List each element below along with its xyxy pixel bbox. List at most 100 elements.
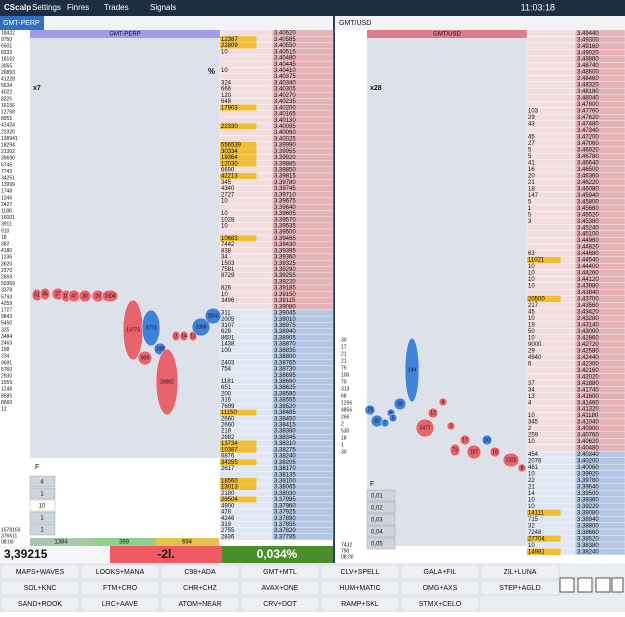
pair-label[interactable]: CHR+CHZ	[183, 585, 217, 592]
pair-label[interactable]: RAMP+SKL	[341, 601, 379, 608]
zoom[interactable]: x28	[370, 85, 382, 92]
step-button[interactable]	[29, 487, 56, 500]
step-button[interactable]	[366, 513, 396, 526]
side-volume: 8233	[1, 50, 12, 56]
step-label[interactable]: 0,05	[371, 542, 383, 548]
pair-label[interactable]: STMX+CELO	[419, 601, 462, 608]
pair-button[interactable]	[320, 564, 400, 580]
menu-item[interactable]: Trades	[104, 3, 129, 12]
pair-label[interactable]: LRC+AAVE	[102, 601, 139, 608]
total-cell	[30, 538, 93, 546]
pair-button[interactable]	[0, 564, 80, 580]
pair-label[interactable]: ATOM+NEAR	[178, 601, 221, 608]
price: 3.42440	[577, 355, 599, 361]
pair-button[interactable]	[240, 596, 320, 612]
pair-label[interactable]: GALA+FIL	[424, 569, 457, 576]
pair-label[interactable]: ZIL+LUNA	[504, 569, 537, 576]
step-button[interactable]	[366, 537, 396, 550]
pair-label[interactable]: LOOKS+MANA	[96, 569, 145, 576]
pair-label[interactable]: SAND+ROOK	[18, 601, 62, 608]
step-button[interactable]	[29, 499, 56, 512]
step-button[interactable]	[366, 501, 396, 514]
pair-label[interactable]: GMT+MTL	[263, 569, 297, 576]
icon-button[interactable]	[595, 577, 611, 593]
pair-label[interactable]: STEP+AGLD	[499, 585, 540, 592]
pair-label[interactable]: OMG+AXS	[423, 585, 458, 592]
price: 3.38800	[577, 523, 599, 529]
filter[interactable]: F	[370, 481, 374, 488]
pair-button[interactable]	[400, 580, 480, 596]
step-button[interactable]	[29, 523, 56, 536]
side-volume: 910	[1, 228, 10, 234]
pair-button[interactable]	[160, 564, 240, 580]
volume: 28504	[221, 497, 238, 503]
menu-item[interactable]: Signals	[150, 3, 176, 12]
pair-button[interactable]	[480, 580, 560, 596]
pair-button[interactable]	[80, 564, 160, 580]
step-label[interactable]: 0,01	[371, 494, 383, 500]
step-button[interactable]	[29, 511, 56, 524]
pair-button[interactable]	[240, 564, 320, 580]
volume-highlight	[220, 409, 257, 416]
pair-label[interactable]: AVAX+ONE	[262, 585, 299, 592]
pair-label[interactable]: CRV+DOT	[263, 601, 297, 608]
volume-cell	[526, 211, 576, 219]
tab[interactable]	[0, 16, 44, 30]
price: 3.48320	[577, 83, 599, 89]
step-label[interactable]: 0,03	[371, 518, 383, 524]
step-label[interactable]: 1	[40, 516, 44, 522]
pair-button[interactable]	[320, 596, 400, 612]
step-label[interactable]: 1	[40, 528, 44, 534]
pair-label[interactable]: SOL+KNC	[24, 585, 57, 592]
pair-label[interactable]: CLV+SPELL	[341, 569, 380, 576]
side-volume: 9691	[1, 360, 12, 366]
tab-label[interactable]: GMT-PERP	[3, 20, 40, 27]
step-button[interactable]	[366, 525, 396, 538]
step-label[interactable]: 10	[39, 504, 46, 510]
volume: 10	[528, 271, 535, 277]
pair-button[interactable]	[240, 580, 320, 596]
price: 3.46780	[577, 154, 599, 160]
tab-label[interactable]: GMT/USD	[339, 20, 371, 27]
pair-button[interactable]	[80, 580, 160, 596]
step-label[interactable]: 0,02	[371, 506, 383, 512]
percent-toggle[interactable]: %	[208, 67, 215, 76]
bubble-label: 1504	[104, 293, 115, 299]
pair-label[interactable]: FTM+CRO	[103, 585, 138, 592]
pnl: -2l.	[157, 547, 174, 561]
step-button[interactable]	[366, 489, 396, 502]
bubble-label: 13773	[126, 327, 140, 333]
cum-volume: 1578163	[1, 527, 21, 533]
menu-item[interactable]: Settings	[32, 3, 61, 12]
pair-button[interactable]	[320, 580, 400, 596]
step-label[interactable]: 1	[40, 492, 44, 498]
step-label[interactable]: 4	[40, 480, 44, 486]
pair-label[interactable]: MAPS+WAVES	[16, 569, 65, 576]
volume-cell	[526, 425, 576, 433]
pair-label[interactable]: HUM+MATIC	[339, 585, 380, 592]
volume-cell	[526, 399, 576, 407]
icon-button[interactable]	[559, 577, 575, 593]
pair-button[interactable]	[160, 596, 240, 612]
price: 3.42160	[577, 368, 599, 374]
volume: 34	[528, 387, 535, 393]
symbol: GMT/USD	[433, 32, 461, 38]
price: 3.41180	[577, 413, 599, 419]
icon-button[interactable]	[611, 577, 624, 593]
pair-button[interactable]	[0, 580, 80, 596]
step-label[interactable]: 0,04	[371, 530, 383, 536]
pair-button[interactable]	[80, 596, 160, 612]
pair-button[interactable]	[160, 580, 240, 596]
filter[interactable]: F	[35, 464, 39, 471]
zoom[interactable]: x7	[33, 85, 41, 92]
pair-button[interactable]	[400, 596, 480, 612]
pair-button[interactable]	[400, 564, 480, 580]
menu-item[interactable]: Finres	[67, 3, 89, 12]
step-button[interactable]	[29, 475, 56, 488]
pair-button[interactable]	[0, 596, 80, 612]
icon-button[interactable]	[577, 577, 593, 593]
side-volume: 325	[1, 327, 10, 333]
pair-label[interactable]: C98+ADA	[184, 569, 216, 576]
volume: 17903	[221, 105, 238, 111]
pair-button[interactable]	[480, 564, 560, 580]
